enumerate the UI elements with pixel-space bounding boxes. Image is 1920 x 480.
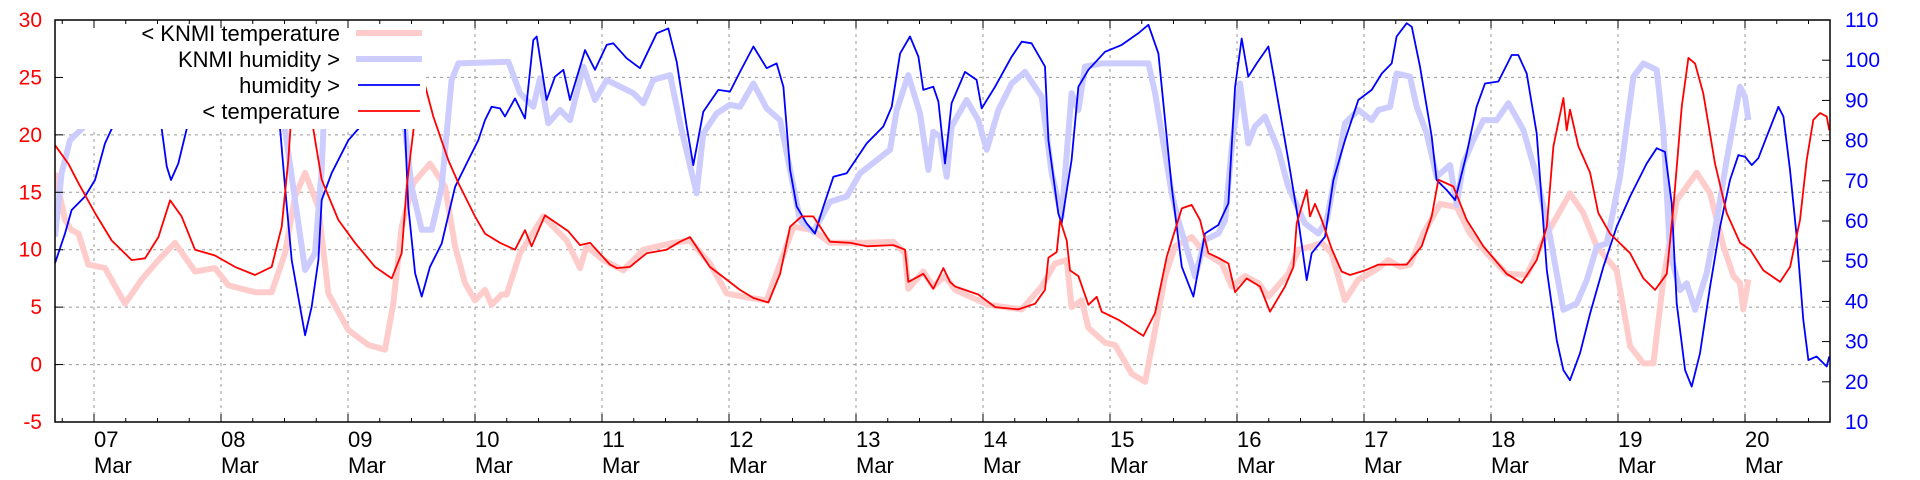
y-right-tick-label: 70	[1845, 170, 1868, 193]
x-tick-month: Mar	[348, 453, 386, 478]
grid-lines	[55, 20, 1830, 422]
x-tick-label: 19	[1618, 427, 1642, 452]
y-right-tick-label: 60	[1845, 210, 1868, 233]
y-right-tick-label: 10	[1845, 411, 1868, 434]
y-right-tick-label: 20	[1845, 371, 1868, 394]
x-tick-label: 15	[1110, 427, 1134, 452]
x-tick-label: 10	[475, 427, 499, 452]
axis-labels: 07Mar08Mar09Mar10Mar11Mar12Mar13Mar14Mar…	[19, 9, 1880, 478]
x-tick-label: 08	[221, 427, 245, 452]
x-tick-month: Mar	[1491, 453, 1529, 478]
y-right-tick-label: 50	[1845, 250, 1868, 273]
x-tick-month: Mar	[983, 453, 1021, 478]
x-tick-month: Mar	[1237, 453, 1275, 478]
x-tick-month: Mar	[1110, 453, 1148, 478]
y-left-tick-label: 5	[30, 296, 42, 319]
series-line-knmi-temperature	[55, 160, 1752, 385]
y-left-tick-label: 30	[19, 9, 42, 32]
legend-label: KNMI humidity >	[178, 47, 340, 72]
y-right-tick-label: 90	[1845, 89, 1868, 112]
y-right-tick-label: 80	[1845, 130, 1868, 153]
x-tick-month: Mar	[856, 453, 894, 478]
x-tick-label: 11	[602, 427, 625, 452]
y-right-tick-label: 30	[1845, 331, 1868, 354]
y-left-tick-label: 0	[30, 354, 42, 377]
x-tick-label: 18	[1491, 427, 1515, 452]
y-left-tick-label: 15	[19, 181, 42, 204]
x-tick-month: Mar	[1364, 453, 1402, 478]
legend-label: < temperature	[202, 99, 340, 124]
x-tick-month: Mar	[475, 453, 513, 478]
axis-ticks	[55, 19, 1830, 423]
y-right-tick-label: 40	[1845, 290, 1868, 313]
x-tick-label: 07	[94, 427, 118, 452]
series-lines	[55, 22, 1830, 388]
series-line-temperature	[55, 57, 1830, 337]
x-tick-month: Mar	[1618, 453, 1656, 478]
x-tick-label: 12	[729, 427, 753, 452]
x-tick-label: 20	[1745, 427, 1769, 452]
y-left-tick-label: -5	[23, 411, 42, 434]
x-tick-label: 17	[1364, 427, 1388, 452]
x-tick-month: Mar	[1745, 453, 1783, 478]
x-tick-label: 13	[856, 427, 880, 452]
x-tick-month: Mar	[729, 453, 767, 478]
y-left-tick-label: 10	[19, 239, 42, 262]
x-tick-label: 09	[348, 427, 372, 452]
y-right-tick-label: 100	[1845, 49, 1880, 72]
legend-label: < KNMI temperature	[141, 21, 340, 46]
series-line-humidity	[55, 22, 1830, 388]
x-tick-month: Mar	[221, 453, 259, 478]
y-left-tick-label: 20	[19, 124, 42, 147]
x-tick-label: 14	[983, 427, 1007, 452]
y-left-tick-label: 25	[19, 66, 42, 89]
x-tick-month: Mar	[602, 453, 640, 478]
y-right-tick-label: 110	[1845, 9, 1878, 32]
legend-label: humidity >	[239, 73, 340, 98]
x-tick-label: 16	[1237, 427, 1261, 452]
x-tick-month: Mar	[94, 453, 132, 478]
